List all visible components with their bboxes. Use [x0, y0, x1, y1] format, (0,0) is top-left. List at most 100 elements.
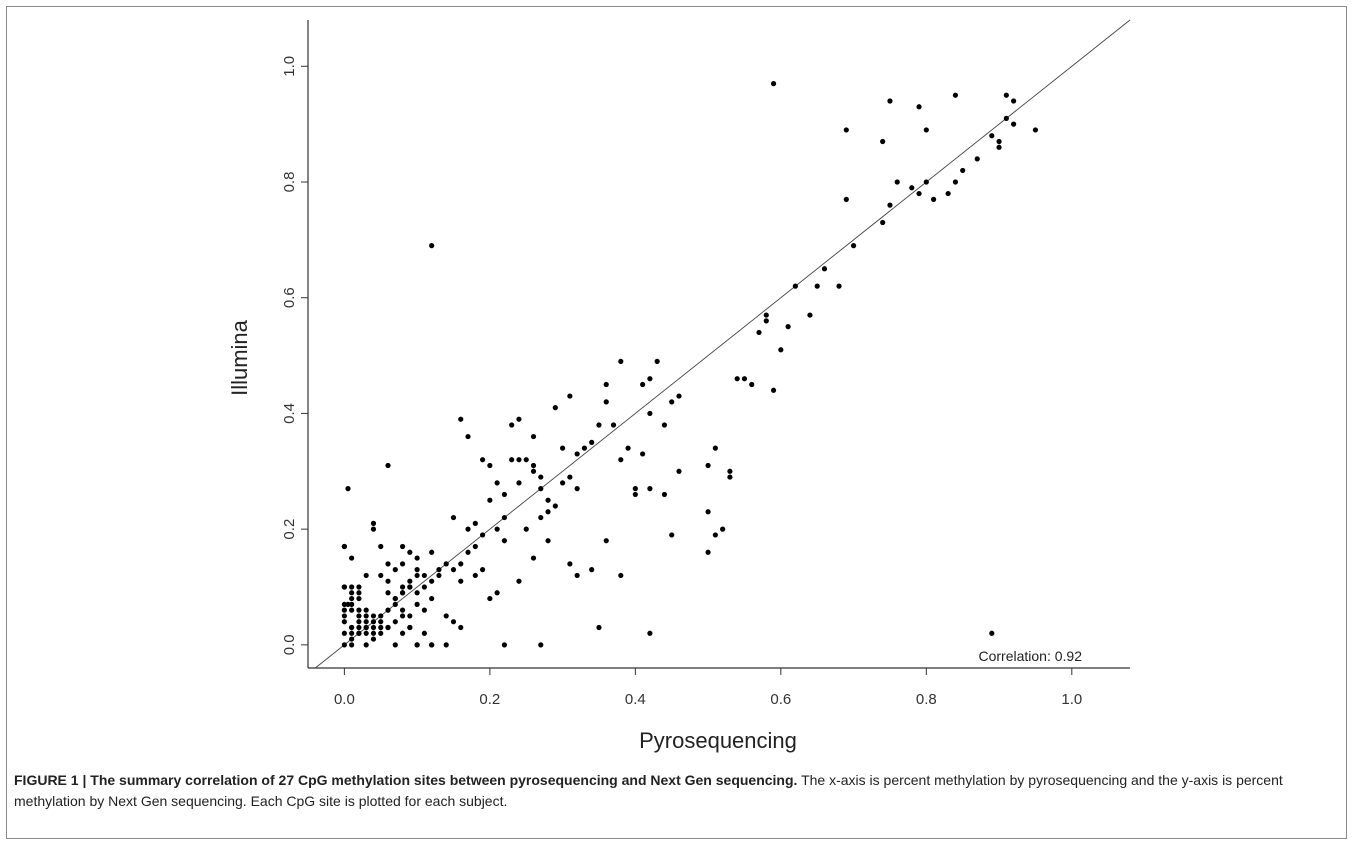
data-point: [989, 133, 995, 139]
data-point: [1011, 98, 1017, 104]
data-point: [581, 445, 588, 451]
data-point: [414, 601, 420, 607]
data-point: [436, 572, 442, 579]
data-point: [399, 584, 406, 590]
data-point: [618, 358, 624, 364]
data-point: [341, 543, 347, 550]
data-point: [996, 138, 1002, 145]
data-point: [610, 422, 617, 428]
y-axis-label: Illumina: [227, 319, 252, 396]
data-point: [356, 624, 362, 631]
data-point: [345, 601, 351, 607]
data-point: [385, 590, 391, 596]
data-point: [930, 196, 937, 202]
data-point: [923, 127, 929, 133]
data-point: [727, 474, 733, 480]
data-point: [618, 572, 624, 579]
data-point: [647, 486, 653, 492]
data-point: [414, 572, 420, 579]
y-tick-label: 0.2: [281, 519, 298, 540]
data-point: [669, 532, 675, 538]
data-point: [1011, 121, 1017, 127]
data-point: [501, 538, 508, 544]
data-point: [654, 358, 660, 364]
data-point: [450, 567, 457, 573]
data-point: [516, 578, 522, 584]
data-point: [479, 567, 486, 573]
data-point: [603, 381, 609, 388]
data-point: [363, 607, 369, 613]
data-point: [974, 156, 980, 162]
data-point: [836, 283, 842, 289]
data-point: [741, 376, 748, 382]
x-tick-label: 0.0: [334, 691, 355, 708]
data-point: [458, 416, 464, 422]
data-point: [341, 584, 347, 590]
x-tick-label: 0.8: [916, 691, 937, 708]
data-point: [727, 468, 733, 474]
data-point: [472, 572, 478, 579]
data-point: [850, 243, 857, 249]
data-point: [501, 514, 508, 521]
data-point: [349, 590, 355, 596]
data-point: [538, 514, 544, 521]
data-point: [574, 572, 580, 579]
data-point: [516, 457, 522, 463]
data-point: [479, 457, 486, 463]
data-point: [407, 613, 413, 619]
data-point: [705, 549, 711, 555]
data-point: [370, 613, 377, 619]
data-point: [501, 491, 508, 498]
data-point: [385, 607, 391, 613]
data-point: [458, 624, 464, 631]
data-point: [632, 486, 638, 492]
data-point: [385, 624, 391, 631]
data-point: [923, 179, 929, 185]
data-point: [407, 624, 413, 631]
scatter-plot: 0.0 0.2 0.4 0.6 0.8 1.0 0.0 0.2 0.4 0.6 0.8 1.0 Pyr…: [227, 19, 1131, 753]
data-point: [392, 567, 398, 573]
data-point: [952, 92, 959, 98]
data-point: [552, 405, 558, 411]
data-point: [479, 532, 486, 538]
data-point: [349, 630, 355, 636]
data-point: [421, 607, 427, 613]
data-point: [778, 347, 784, 353]
data-point: [341, 607, 347, 613]
data-point: [843, 196, 849, 202]
data-point: [603, 399, 609, 405]
data-point: [567, 561, 573, 567]
data-point: [356, 619, 362, 625]
caption-label: FIGURE 1 | The summary correlation of 27…: [14, 772, 798, 788]
data-point: [345, 486, 351, 492]
data-point: [429, 642, 435, 648]
data-point: [370, 619, 377, 625]
x-axis-label: Pyrosequencing: [639, 728, 797, 753]
data-point: [399, 590, 406, 596]
data-point: [378, 624, 384, 631]
data-point: [429, 595, 435, 602]
data-point: [807, 312, 813, 318]
data-point: [647, 376, 653, 382]
data-point: [363, 630, 369, 636]
data-point: [363, 619, 369, 625]
data-point: [770, 81, 777, 87]
data-point: [560, 480, 566, 486]
data-point: [661, 422, 668, 428]
data-point: [545, 509, 551, 515]
data-point: [392, 595, 398, 602]
data-point: [414, 590, 420, 596]
data-point: [880, 219, 886, 226]
data-point: [429, 243, 435, 249]
data-point: [407, 584, 413, 590]
data-point: [574, 451, 580, 457]
data-point: [887, 202, 893, 208]
data-point: [429, 549, 435, 555]
data-point: [443, 561, 449, 567]
data-point: [647, 630, 653, 636]
data-point: [378, 630, 384, 636]
data-point: [530, 555, 537, 561]
data-point: [378, 613, 384, 619]
data-point: [407, 549, 413, 555]
data-point: [341, 613, 347, 619]
